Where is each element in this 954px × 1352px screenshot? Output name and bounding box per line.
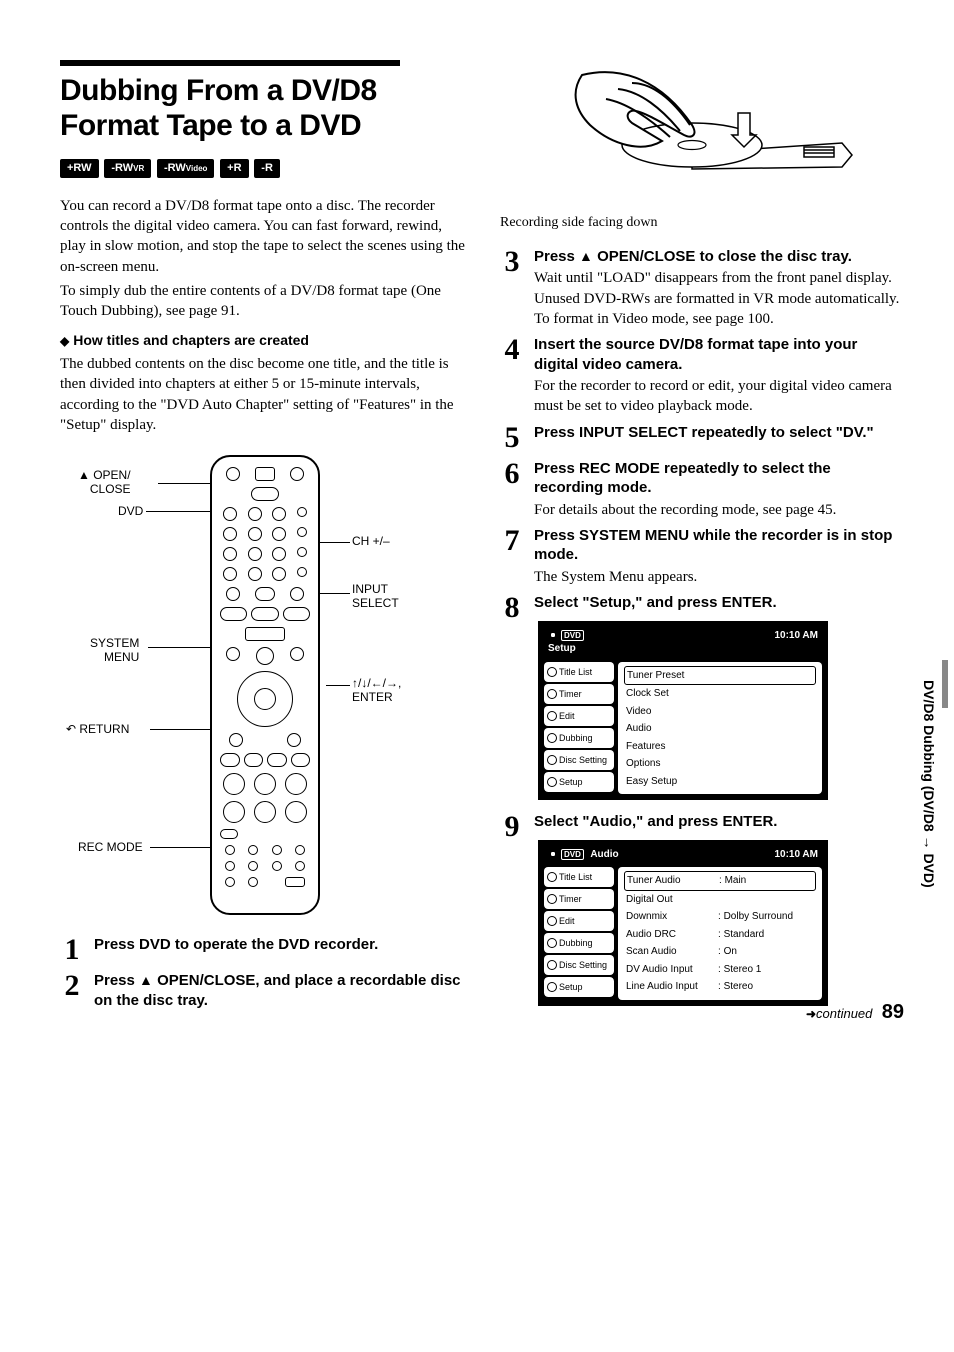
step-number: 5 [500, 423, 524, 453]
step-text: For details about the recording mode, se… [534, 500, 904, 520]
label-input-select: INPUT SELECT [352, 583, 399, 611]
page-number: 89 [882, 1001, 904, 1023]
label-return: ↶ RETURN [66, 723, 129, 737]
menu-time: 10:10 AM [774, 629, 818, 656]
step: 6 Press REC MODE repeatedly to select th… [500, 459, 904, 520]
title-rule [60, 60, 400, 66]
step-title: Press REC MODE repeatedly to select the … [534, 459, 904, 498]
step: 8 Select "Setup," and press ENTER. DVD S… [500, 593, 904, 800]
step-text: Wait until "LOAD" disappears from the fr… [534, 268, 904, 329]
thumb-index-bar [942, 660, 948, 708]
step-number: 8 [500, 593, 524, 800]
step: 9 Select "Audio," and press ENTER. DVD A… [500, 812, 904, 1006]
step-text: For the recorder to record or edit, your… [534, 376, 904, 417]
disc-insert-illustration [500, 60, 904, 210]
step-number: 3 [500, 247, 524, 329]
intro-paragraph: To simply dub the entire contents of a D… [60, 281, 470, 322]
badge: +R [220, 159, 248, 178]
continued-label: continued [816, 1006, 872, 1021]
remote-diagram: ▲ OPEN/ CLOSE DVD SYSTEM MENU ↶ RETURN R… [60, 455, 470, 935]
setup-menu-screenshot: DVD Setup 10:10 AM Title List Timer Edit… [538, 621, 828, 801]
badge: -R [254, 159, 280, 178]
step-title: Insert the source DV/D8 format tape into… [534, 335, 904, 374]
format-badges: +RW -RWVR -RWVideo +R -R [60, 157, 470, 178]
step-number: 9 [500, 812, 524, 1006]
step-number: 4 [500, 335, 524, 417]
step: 5 Press INPUT SELECT repeatedly to selec… [500, 423, 904, 453]
step-number: 6 [500, 459, 524, 520]
badge: +RW [60, 159, 99, 178]
step-title: Press SYSTEM MENU while the recorder is … [534, 526, 904, 565]
step-text: The System Menu appears. [534, 567, 904, 587]
menu-main: Tuner AudioMain Digital Out DownmixDolby… [618, 867, 822, 1000]
step-title: Press ▲ OPEN/CLOSE to close the disc tra… [534, 247, 904, 267]
step: 1 Press DVD to operate the DVD recorder. [60, 935, 470, 965]
step-number: 7 [500, 526, 524, 587]
menu-main: Tuner Preset Clock Set Video Audio Featu… [618, 662, 822, 795]
remote-outline [210, 455, 320, 915]
step-title: Press DVD to operate the DVD recorder. [94, 935, 470, 955]
label-system-menu: SYSTEM MENU [90, 637, 139, 665]
menu-title: Audio [590, 849, 618, 860]
audio-menu-screenshot: DVD Audio 10:10 AM Title List Timer Edit… [538, 840, 828, 1006]
label-nav: ↑/↓/←/→,ENTER [352, 677, 401, 705]
section-tab: DV/D8 Dubbing (DV/D8 → DVD) [919, 680, 938, 888]
step-number: 2 [60, 971, 84, 1010]
label-dvd: DVD [118, 505, 143, 519]
label-ch: CH +/– [352, 535, 390, 549]
menu-sidebar: Title List Timer Edit Dubbing Disc Setti… [544, 867, 614, 1000]
step: 2 Press ▲ OPEN/CLOSE, and place a record… [60, 971, 470, 1010]
subhead: ◆How titles and chapters are created [60, 331, 470, 350]
menu-title: Setup [548, 643, 576, 654]
step-title: Press ▲ OPEN/CLOSE, and place a recordab… [94, 971, 470, 1010]
step: 7 Press SYSTEM MENU while the recorder i… [500, 526, 904, 587]
step-title: Select "Setup," and press ENTER. [534, 593, 904, 613]
page-title: Dubbing From a DV/D8 Format Tape to a DV… [60, 74, 470, 143]
illustration-caption: Recording side facing down [500, 214, 904, 233]
step: 4 Insert the source DV/D8 format tape in… [500, 335, 904, 417]
subhead-body: The dubbed contents on the disc become o… [60, 354, 470, 435]
menu-sidebar: Title List Timer Edit Dubbing Disc Setti… [544, 662, 614, 795]
label-rec-mode: REC MODE [78, 841, 143, 855]
page-footer: ➜continued 89 [806, 999, 904, 1026]
step: 3 Press ▲ OPEN/CLOSE to close the disc t… [500, 247, 904, 329]
subhead-text: How titles and chapters are created [73, 332, 309, 348]
badge: -RWVR [104, 159, 151, 178]
step-title: Press INPUT SELECT repeatedly to select … [534, 423, 904, 443]
step-title: Select "Audio," and press ENTER. [534, 812, 904, 832]
badge: -RWVideo [157, 159, 214, 178]
intro-paragraph: You can record a DV/D8 format tape onto … [60, 196, 470, 277]
step-number: 1 [60, 935, 84, 965]
label-open-close: ▲ OPEN/ CLOSE [78, 469, 131, 497]
menu-time: 10:10 AM [774, 848, 818, 862]
